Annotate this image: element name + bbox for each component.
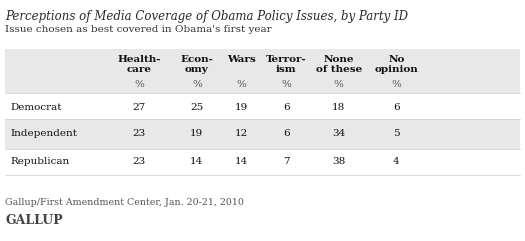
Text: 4: 4 (393, 157, 400, 166)
Text: 34: 34 (332, 129, 345, 138)
Text: Econ-: Econ- (181, 55, 213, 64)
Text: No: No (388, 55, 405, 64)
Text: Issue chosen as best covered in Obama's first year: Issue chosen as best covered in Obama's … (5, 25, 271, 34)
Text: 27: 27 (132, 103, 146, 112)
Text: Republican: Republican (10, 157, 70, 166)
Text: omy: omy (185, 65, 209, 74)
Text: %: % (281, 80, 291, 89)
Text: 6: 6 (393, 103, 400, 112)
Text: 14: 14 (190, 157, 204, 166)
Text: Wars: Wars (227, 55, 256, 64)
Text: 23: 23 (132, 157, 146, 166)
Text: %: % (134, 80, 144, 89)
Text: %: % (334, 80, 343, 89)
Bar (5, 149, 520, 175)
Text: Terror-: Terror- (266, 55, 307, 64)
Text: 19: 19 (235, 103, 248, 112)
Text: ism: ism (276, 65, 297, 74)
Text: %: % (237, 80, 246, 89)
Bar (5, 119, 520, 149)
Text: care: care (127, 65, 152, 74)
Text: 25: 25 (190, 103, 204, 112)
Text: Health-: Health- (118, 55, 161, 64)
Text: 5: 5 (393, 129, 400, 138)
Text: opinion: opinion (374, 65, 418, 74)
Text: 7: 7 (283, 157, 289, 166)
Text: 18: 18 (332, 103, 345, 112)
Text: 38: 38 (332, 157, 345, 166)
Text: of these: of these (316, 65, 362, 74)
Text: 6: 6 (283, 103, 289, 112)
Text: 6: 6 (283, 129, 289, 138)
Text: 19: 19 (190, 129, 204, 138)
Text: Gallup/First Amendment Center, Jan. 20-21, 2010: Gallup/First Amendment Center, Jan. 20-2… (5, 198, 244, 207)
Text: %: % (392, 80, 401, 89)
Text: GALLUP: GALLUP (5, 214, 63, 227)
Text: Perceptions of Media Coverage of Obama Policy Issues, by Party ID: Perceptions of Media Coverage of Obama P… (5, 10, 408, 23)
Text: None: None (323, 55, 354, 64)
Text: %: % (192, 80, 202, 89)
Text: 14: 14 (235, 157, 248, 166)
Text: 12: 12 (235, 129, 248, 138)
Text: Democrat: Democrat (10, 103, 62, 112)
Bar (5, 49, 520, 93)
Text: 23: 23 (132, 129, 146, 138)
Bar (5, 93, 520, 119)
Text: Independent: Independent (10, 129, 78, 138)
